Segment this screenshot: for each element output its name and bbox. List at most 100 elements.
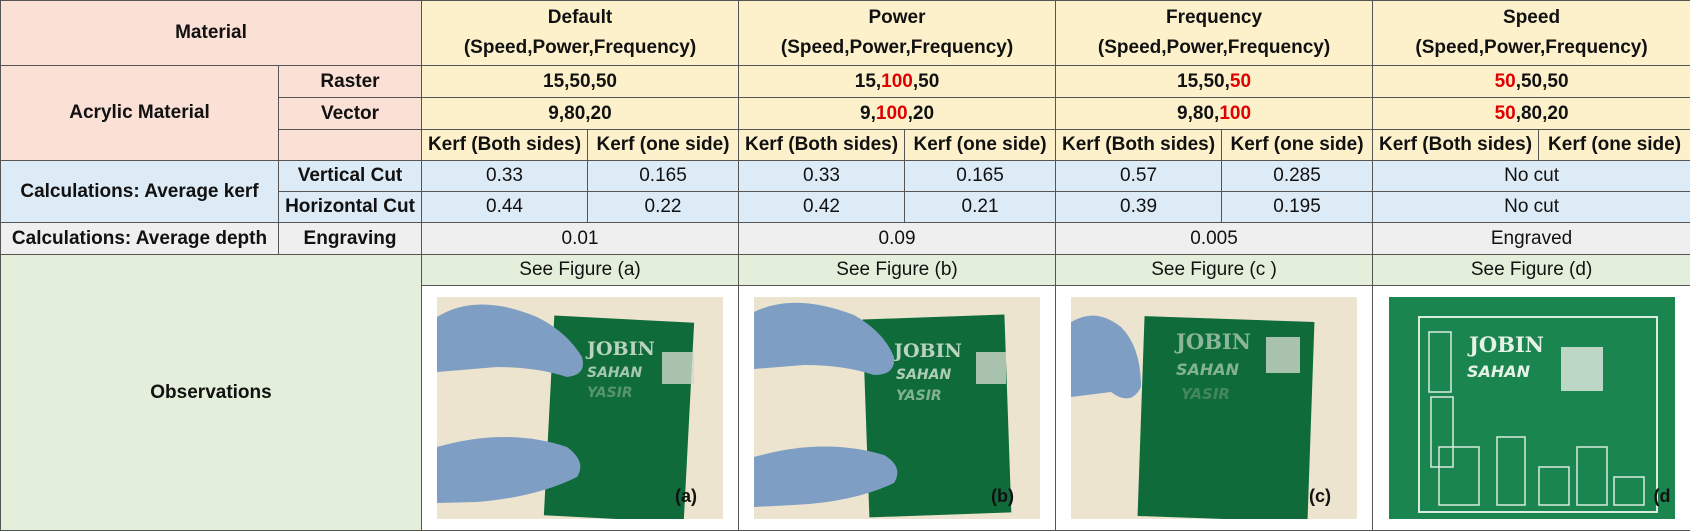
acrylic-material-label: Acrylic Material [0,65,279,161]
engraved-line: JOBIN [585,338,655,360]
photo-drawing: JOBIN SAHAN YASIR [754,297,1041,519]
photo-drawing: JOBIN SAHAN [1388,297,1675,519]
vertical-cut-row: Calculations: Average kerf Vertical Cut … [0,160,1690,223]
group-name: Default [547,7,613,28]
raster-speed: 50,50,50 [1372,65,1690,98]
see-figure-text: See Figure (b) [836,259,958,280]
material-header-text: Material [175,22,247,43]
depth-row: Calculations: Average depth Engraving 0.… [0,222,1690,255]
group-sub: (Speed,Power,Frequency) [1097,37,1331,58]
group-header-frequency: Frequency (Speed,Power,Frequency) [1055,0,1374,66]
kerf-one-text: Kerf (one side) [913,134,1047,155]
raster-default: 15,50,50 [420,65,740,98]
kerf-value: 0.21 [904,191,1057,223]
engraved-line: JOBIN [892,340,962,362]
vector-value-part: ,80,20 [1515,102,1569,124]
kerf-value: 0.39 [1055,191,1223,223]
engraving-text: Engraving [303,227,397,249]
no-cut-vertical: No cut [1372,160,1690,192]
depth-value: 0.09 [738,222,1057,255]
kerf-header-row: Kerf (Both sides) Kerf (one side) Kerf (… [1,129,1690,161]
kerf-one-text: Kerf (one side) [596,134,730,155]
observations-label: Observations [0,254,422,531]
kerf-value-text: 0.165 [639,165,687,186]
engraved-line: YASIR [1181,385,1230,403]
engraved-line: SAHAN [896,367,951,383]
engraving-label: Engraving [278,222,422,255]
empty-cell [278,129,422,161]
kerf-value-text: 0.165 [956,165,1004,186]
group-header-speed: Speed (Speed,Power,Frequency) [1372,0,1690,66]
kerf-one-header: Kerf (one side) [1221,129,1374,161]
photo-drawing: JOBIN SAHAN YASIR [437,297,723,519]
see-figure-c: See Figure (c ) [1055,254,1374,286]
raster-label: Raster [278,65,422,98]
group-sub: (Speed,Power,Frequency) [1415,37,1648,58]
raster-power: 15,100,50 [738,65,1057,98]
vector-default: 9,80,20 [420,97,740,130]
engraved-line: JOBIN [1174,329,1251,354]
engraved-line: SAHAN [1467,362,1531,381]
material-header: Material [0,0,422,66]
kerf-one-header: Kerf (one side) [904,129,1057,161]
depth-value-text: 0.005 [1190,227,1238,249]
kerf-both-text: Kerf (Both sides) [427,134,582,155]
raster-row: Acrylic Material Raster 15,50,50 15,100,… [0,65,1690,161]
group-name: Speed [1503,7,1561,28]
horizontal-cut-text: Horizontal Cut [285,196,415,217]
vector-power: 9,100,20 [738,97,1057,130]
photo-cell-a: JOBIN SAHAN YASIR (a) [420,285,740,531]
vector-value-part: ,20 [907,102,935,124]
figure-caption: (a) [675,486,697,506]
vector-value-part: 9,80, [1177,102,1220,124]
kerf-value: 0.285 [1221,160,1374,192]
no-cut-text: No cut [1504,196,1560,217]
raster-value: 15,50,50 [543,70,617,92]
kerf-both-text: Kerf (Both sides) [1061,134,1216,155]
kerf-value: 0.165 [586,160,740,192]
vector-label-text: Vector [320,102,380,124]
depth-value: 0.005 [1055,222,1374,255]
average-depth-text: Calculations: Average depth [11,227,268,249]
kerf-value: 0.195 [1221,191,1374,223]
raster-value-highlight: 100 [881,70,913,92]
kerf-value: 0.42 [738,191,906,223]
kerf-value-text: 0.39 [1120,196,1158,217]
kerf-value-text: 0.21 [961,196,999,217]
vector-value-highlight: 50 [1494,102,1516,124]
group-header-default: Default (Speed,Power,Frequency) [420,0,740,66]
raster-frequency: 15,50,50 [1055,65,1374,98]
acrylic-photo-c: JOBIN SAHAN YASIR (c) [1071,297,1358,519]
vector-speed: 50,80,20 [1372,97,1690,130]
see-figure-d: See Figure (d) [1372,254,1690,286]
vertical-cut-text: Vertical Cut [297,165,403,186]
vertical-cut-label: Vertical Cut [278,160,422,192]
see-figure-text: See Figure (c ) [1151,259,1277,280]
kerf-value-text: 0.57 [1120,165,1158,186]
engraved-line: SAHAN [1176,360,1240,379]
raster-value-part: ,50,50 [1515,70,1569,92]
raster-label-text: Raster [320,70,380,92]
kerf-one-header: Kerf (one side) [1538,129,1690,161]
see-figure-text: See Figure (a) [519,259,641,280]
photo-drawing: JOBIN SAHAN YASIR [1071,297,1358,519]
kerf-both-header: Kerf (Both sides) [738,129,906,161]
kerf-both-text: Kerf (Both sides) [1379,134,1533,155]
no-cut-horizontal: No cut [1372,191,1690,223]
raster-value-highlight: 50 [1229,70,1252,92]
group-header-power: Power (Speed,Power,Frequency) [738,0,1057,66]
raster-value-part: 15,50, [1177,70,1230,92]
kerf-one-header: Kerf (one side) [586,129,740,161]
kerf-value-text: 0.195 [1273,196,1321,217]
horizontal-cut-row: Horizontal Cut 0.44 0.22 0.42 0.21 0.39 … [1,191,1690,223]
depth-value-text: Engraved [1490,227,1573,249]
kerf-value: 0.44 [421,191,588,223]
depth-value-text: 0.09 [878,227,916,249]
average-kerf-text: Calculations: Average kerf [20,180,259,202]
kerf-both-text: Kerf (Both sides) [744,134,899,155]
kerf-value: 0.22 [586,191,740,223]
vector-value: 9,80,20 [548,102,612,124]
vector-label: Vector [278,97,422,130]
kerf-both-header: Kerf (Both sides) [1055,129,1223,161]
